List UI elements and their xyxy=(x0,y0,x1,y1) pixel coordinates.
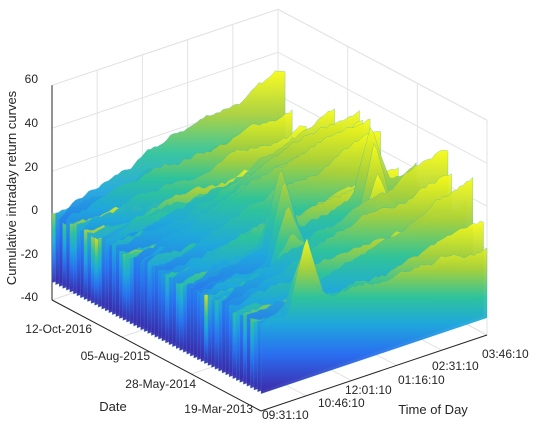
z-tick-label: -40 xyxy=(21,290,39,304)
time-tick-label: 03:46:10 xyxy=(482,347,529,361)
time-tick-label: 09:31:10 xyxy=(262,408,309,422)
z-tick-label: 40 xyxy=(25,116,39,130)
date-tick-label: 12-Oct-2016 xyxy=(25,322,92,336)
time-axis-line xyxy=(260,334,488,412)
date-tick-label: 05-Aug-2015 xyxy=(81,349,151,363)
date-axis-line xyxy=(51,299,262,412)
y-axis-label: Date xyxy=(99,399,126,414)
x-axis-label: Time of Day xyxy=(398,402,468,417)
tick-labels: 60 40 20 0 -20 -40 19-Mar-2013 28-May-20… xyxy=(21,72,529,422)
z-tick-label: -20 xyxy=(21,247,39,261)
z-tick-label: 60 xyxy=(25,72,39,86)
surface-strips xyxy=(51,70,488,395)
z-axis-label: Cumulative intraday return curves xyxy=(4,90,19,285)
time-tick-label: 02:31:10 xyxy=(432,359,479,373)
date-tick-label: 19-Mar-2013 xyxy=(184,402,253,416)
z-tick-label: 20 xyxy=(25,160,39,174)
z-tick-label: 0 xyxy=(31,203,38,217)
axis-labels: Cumulative intraday return curves Date T… xyxy=(4,90,468,417)
time-tick-label: 01:16:10 xyxy=(398,373,445,387)
date-tick-label: 28-May-2014 xyxy=(125,377,196,391)
time-tick-label: 10:46:10 xyxy=(318,396,365,410)
surface-strip xyxy=(260,237,488,395)
time-tick-label: 12:01:10 xyxy=(345,383,392,397)
